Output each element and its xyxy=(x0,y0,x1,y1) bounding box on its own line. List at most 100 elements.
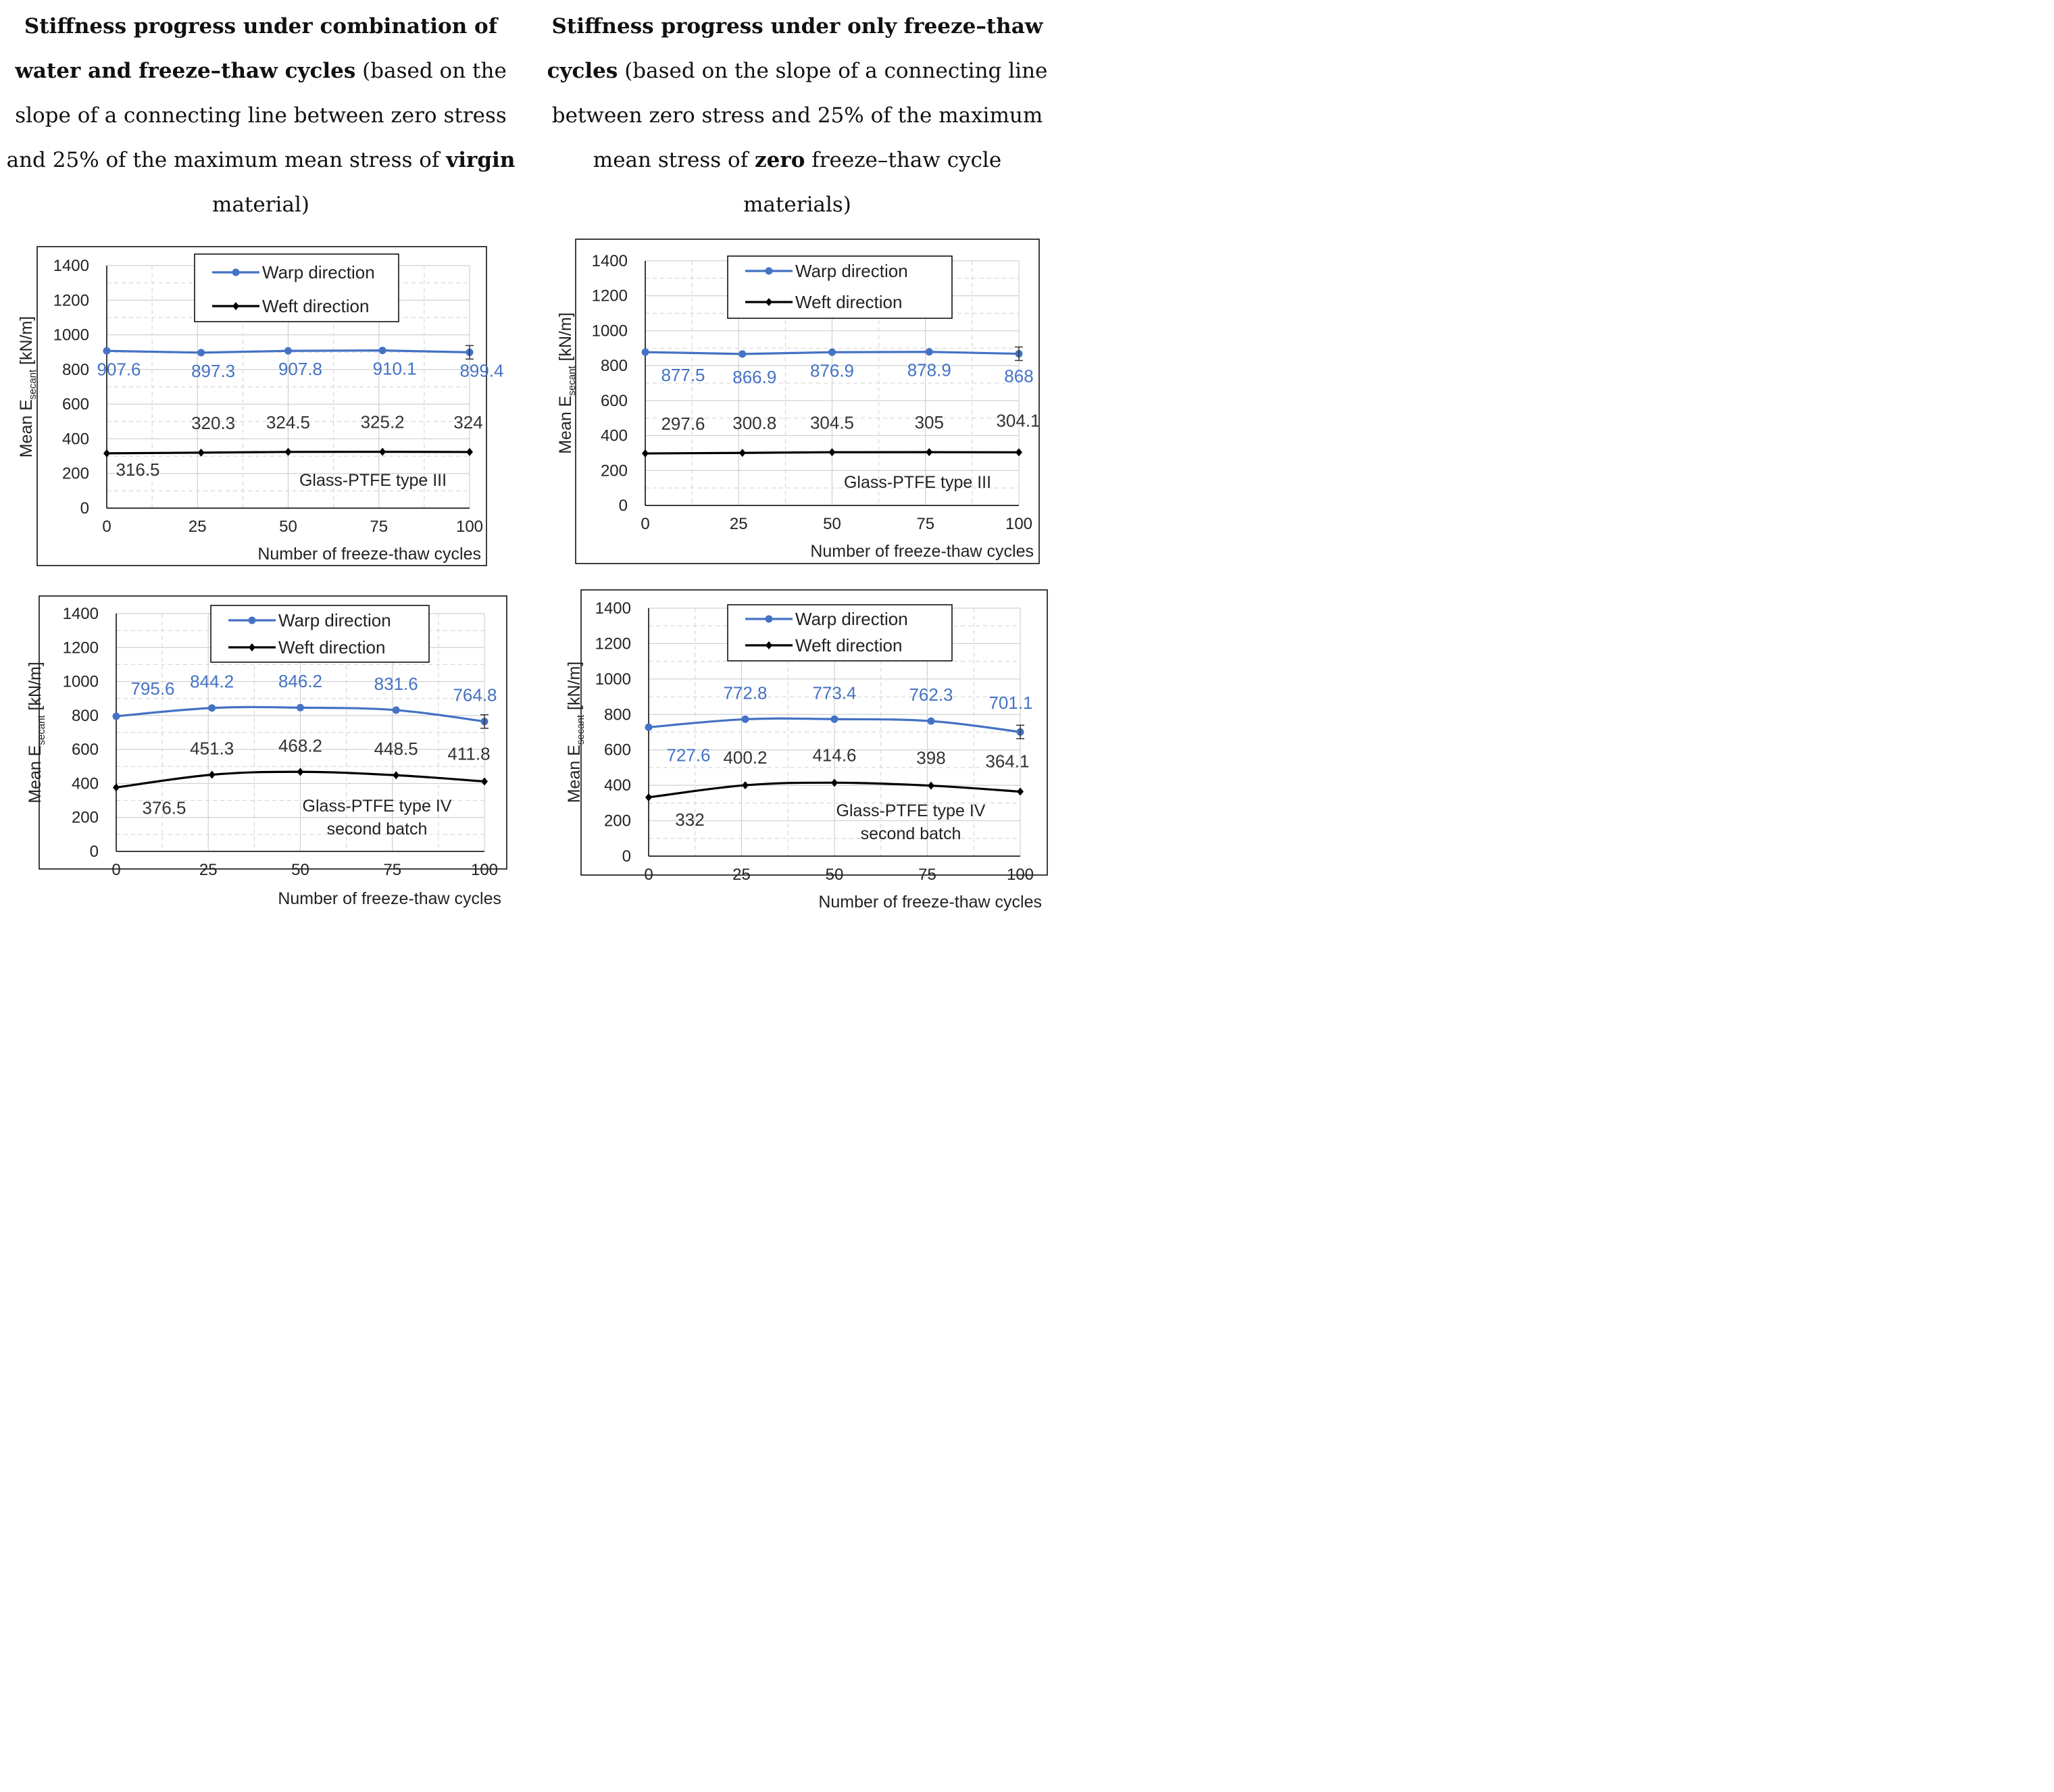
chart-1: 0 25 50 75 1000200400600800100012001400Numbe… xyxy=(17,246,504,566)
data-label-weft: 325.2 xyxy=(361,412,405,432)
legend-marker-weft xyxy=(766,641,772,649)
data-label-warp: 877.5 xyxy=(661,365,705,385)
data-label-weft: 332 xyxy=(675,810,704,830)
x-axis-label: Number of freeze-thaw cycles xyxy=(818,893,1042,912)
chart-annotation: second batch xyxy=(861,824,961,843)
x-tick-label: 100 xyxy=(1005,515,1032,533)
data-point-weft xyxy=(393,771,400,780)
legend-marker-warp xyxy=(765,615,773,623)
x-tick-label: 50 xyxy=(823,515,841,533)
data-label-weft: 376.5 xyxy=(142,797,186,818)
chart-annotation: Glass-PTFE type III xyxy=(299,471,447,490)
data-point-warp xyxy=(392,706,400,714)
data-point-warp xyxy=(208,704,216,712)
data-point-weft xyxy=(208,770,216,779)
data-label-weft: 316.5 xyxy=(116,459,159,480)
error-bar xyxy=(480,714,489,729)
data-point-warp xyxy=(828,348,836,356)
y-axis-label: Mean Esecant [kN/m] xyxy=(26,662,47,803)
data-point-warp xyxy=(284,347,292,355)
y-tick-label: 1000 xyxy=(63,673,99,691)
y-tick-label: 400 xyxy=(72,774,99,793)
legend-box xyxy=(727,604,953,662)
x-tick-label: 75 xyxy=(918,866,936,884)
data-label-warp: 762.3 xyxy=(909,685,953,705)
x-tick-label: 50 xyxy=(279,518,297,536)
data-point-warp xyxy=(112,712,120,720)
legend-marker-weft xyxy=(249,643,255,651)
data-label-weft: 364.1 xyxy=(985,751,1029,772)
data-label-weft: 398 xyxy=(916,748,945,768)
x-tick-label: 50 xyxy=(291,861,309,879)
data-label-weft: 414.6 xyxy=(812,745,856,765)
y-axis-label: Mean Esecant [kN/m] xyxy=(556,312,578,454)
data-point-weft xyxy=(928,781,934,790)
legend-entry-warp: Warp direction xyxy=(795,609,908,629)
data-label-weft: 324.5 xyxy=(266,412,310,432)
chart-3: 0 25 50 75 1000200400600800100012001400Numbe… xyxy=(26,595,507,908)
y-tick-label: 400 xyxy=(604,776,631,795)
chart-frame xyxy=(575,239,1040,564)
data-label-warp: 910.1 xyxy=(373,359,417,379)
data-label-warp: 773.4 xyxy=(812,682,856,703)
x-tick-label: 0 xyxy=(111,861,120,879)
x-tick-label: 100 xyxy=(456,518,483,536)
data-point-weft xyxy=(828,448,836,457)
error-bar xyxy=(466,345,474,360)
data-point-weft xyxy=(379,447,386,456)
y-tick-label: 0 xyxy=(622,847,631,866)
data-label-warp: 764.8 xyxy=(453,685,497,705)
y-axis-label: Mean Esecant [kN/m] xyxy=(17,316,39,458)
data-point-weft xyxy=(1017,787,1024,796)
data-label-weft: 304.5 xyxy=(810,412,854,432)
y-tick-label: 600 xyxy=(604,741,631,760)
data-label-weft: 411.8 xyxy=(447,743,490,764)
data-label-warp: 846.2 xyxy=(278,671,322,691)
data-point-weft xyxy=(1016,448,1022,457)
data-label-weft: 468.2 xyxy=(278,735,322,755)
data-point-warp xyxy=(741,715,749,723)
data-point-weft xyxy=(197,448,205,457)
y-tick-label: 200 xyxy=(62,465,89,483)
chart-frame xyxy=(36,246,487,566)
x-axis-label: Number of freeze-thaw cycles xyxy=(278,889,501,908)
y-tick-label: 800 xyxy=(62,361,89,379)
x-tick-label: 25 xyxy=(199,861,218,879)
data-point-weft xyxy=(284,447,292,456)
data-point-weft xyxy=(926,448,933,457)
legend-entry-warp: Warp direction xyxy=(795,261,908,281)
legend-marker-warp xyxy=(765,267,773,275)
y-tick-label: 1200 xyxy=(63,639,99,657)
x-tick-label: 75 xyxy=(916,515,934,533)
heading-left: Stiffness progress under combination of … xyxy=(6,14,516,217)
data-point-weft xyxy=(466,447,473,456)
error-bar xyxy=(1015,346,1023,362)
x-tick-label: 25 xyxy=(732,866,751,884)
legend-box xyxy=(194,253,399,322)
legend-entry-weft: Weft direction xyxy=(278,637,385,657)
chart-annotation: Glass-PTFE type IV xyxy=(303,797,452,816)
y-tick-label: 1000 xyxy=(592,322,628,340)
y-tick-label: 1200 xyxy=(53,291,89,309)
y-tick-label: 1200 xyxy=(592,287,628,305)
data-label-warp: 831.6 xyxy=(374,674,418,694)
chart-frame xyxy=(580,589,1048,876)
data-label-weft: 451.3 xyxy=(190,739,234,759)
data-point-warp xyxy=(641,348,649,356)
y-tick-label: 1200 xyxy=(595,634,631,653)
data-label-warp: 899.4 xyxy=(459,360,503,380)
data-point-warp xyxy=(645,723,653,731)
legend-box xyxy=(727,255,953,319)
data-label-warp: 772.8 xyxy=(723,682,767,703)
data-point-warp xyxy=(830,715,838,723)
data-label-warp: 727.6 xyxy=(666,745,710,765)
x-tick-label: 75 xyxy=(370,518,388,536)
legend-entry-warp: Warp direction xyxy=(262,262,375,282)
data-label-warp: 795.6 xyxy=(130,678,174,699)
x-tick-label: 100 xyxy=(1007,866,1034,884)
x-tick-label: 0 xyxy=(641,515,649,533)
y-tick-label: 1400 xyxy=(63,605,99,623)
data-point-weft xyxy=(742,781,749,790)
y-tick-label: 0 xyxy=(80,499,89,518)
y-tick-label: 0 xyxy=(90,843,99,861)
